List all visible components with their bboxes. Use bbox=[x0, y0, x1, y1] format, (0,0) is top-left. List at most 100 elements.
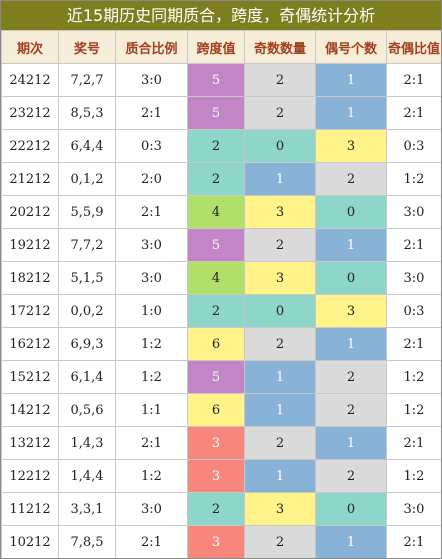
col-header-even-count: 偶号个数 bbox=[315, 30, 387, 64]
table-row: 17212 0,0,2 1:0 2 0 3 0:3 bbox=[1, 294, 441, 328]
odd-count-cell: 2 bbox=[244, 426, 316, 460]
table-row: 19212 7,7,2 3:0 5 2 1 2:1 bbox=[1, 228, 441, 262]
span-cell: 6 bbox=[187, 393, 245, 427]
number-cell: 7,7,2 bbox=[58, 228, 116, 262]
prime-ratio-cell: 2:1 bbox=[115, 195, 188, 229]
odd-even-ratio-cell: 1:2 bbox=[386, 459, 441, 493]
span-cell: 5 bbox=[187, 96, 245, 130]
period-cell: 16212 bbox=[1, 327, 59, 361]
number-cell: 0,1,2 bbox=[58, 162, 116, 196]
prime-ratio-cell: 3:0 bbox=[115, 492, 188, 526]
odd-even-ratio-cell: 2:1 bbox=[386, 63, 441, 97]
odd-even-ratio-cell: 2:1 bbox=[386, 525, 441, 558]
odd-count-cell: 0 bbox=[244, 294, 316, 328]
span-cell: 5 bbox=[187, 63, 245, 97]
table-row: 14212 0,5,6 1:1 6 1 2 1:2 bbox=[1, 393, 441, 427]
period-cell: 22212 bbox=[1, 129, 59, 163]
col-header-prime-ratio: 质合比例 bbox=[115, 30, 188, 64]
period-cell: 19212 bbox=[1, 228, 59, 262]
even-count-cell: 1 bbox=[315, 426, 387, 460]
odd-even-ratio-cell: 1:2 bbox=[386, 162, 441, 196]
table-row: 11212 3,3,1 3:0 2 3 0 3:0 bbox=[1, 492, 441, 526]
period-cell: 24212 bbox=[1, 63, 59, 97]
span-cell: 4 bbox=[187, 261, 245, 295]
odd-count-cell: 2 bbox=[244, 327, 316, 361]
odd-even-ratio-cell: 2:1 bbox=[386, 426, 441, 460]
table-row: 20212 5,5,9 2:1 4 3 0 3:0 bbox=[1, 195, 441, 229]
odd-count-cell: 2 bbox=[244, 96, 316, 130]
col-header-odd-count: 奇数数量 bbox=[244, 30, 316, 64]
span-cell: 5 bbox=[187, 228, 245, 262]
span-cell: 2 bbox=[187, 492, 245, 526]
col-header-span: 跨度值 bbox=[187, 30, 245, 64]
period-cell: 21212 bbox=[1, 162, 59, 196]
period-cell: 11212 bbox=[1, 492, 59, 526]
odd-even-ratio-cell: 1:2 bbox=[386, 360, 441, 394]
period-cell: 13212 bbox=[1, 426, 59, 460]
odd-count-cell: 1 bbox=[244, 162, 316, 196]
header-row: 期次 奖号 质合比例 跨度值 奇数数量 偶号个数 奇偶比值 bbox=[1, 30, 441, 64]
stats-table: 期次 奖号 质合比例 跨度值 奇数数量 偶号个数 奇偶比值 24212 7,2,7… bbox=[1, 30, 441, 558]
span-cell: 5 bbox=[187, 360, 245, 394]
span-cell: 3 bbox=[187, 426, 245, 460]
span-cell: 3 bbox=[187, 459, 245, 493]
number-cell: 6,1,4 bbox=[58, 360, 116, 394]
period-cell: 10212 bbox=[1, 525, 59, 558]
table-row: 22212 6,4,4 0:3 2 0 3 0:3 bbox=[1, 129, 441, 163]
number-cell: 0,5,6 bbox=[58, 393, 116, 427]
odd-even-ratio-cell: 0:3 bbox=[386, 129, 441, 163]
odd-count-cell: 2 bbox=[244, 228, 316, 262]
odd-count-cell: 3 bbox=[244, 261, 316, 295]
even-count-cell: 0 bbox=[315, 492, 387, 526]
table-row: 23212 8,5,3 2:1 5 2 1 2:1 bbox=[1, 96, 441, 130]
odd-even-ratio-cell: 1:2 bbox=[386, 393, 441, 427]
odd-count-cell: 2 bbox=[244, 63, 316, 97]
even-count-cell: 2 bbox=[315, 360, 387, 394]
table-row: 12212 1,4,4 1:2 3 1 2 1:2 bbox=[1, 459, 441, 493]
period-cell: 15212 bbox=[1, 360, 59, 394]
odd-count-cell: 0 bbox=[244, 129, 316, 163]
odd-count-cell: 1 bbox=[244, 393, 316, 427]
number-cell: 5,1,5 bbox=[58, 261, 116, 295]
span-cell: 2 bbox=[187, 294, 245, 328]
prime-ratio-cell: 1:0 bbox=[115, 294, 188, 328]
odd-count-cell: 3 bbox=[244, 195, 316, 229]
col-header-odd-even-ratio: 奇偶比值 bbox=[386, 30, 441, 64]
number-cell: 8,5,3 bbox=[58, 96, 116, 130]
span-cell: 6 bbox=[187, 327, 245, 361]
even-count-cell: 0 bbox=[315, 195, 387, 229]
odd-count-cell: 3 bbox=[244, 492, 316, 526]
period-cell: 23212 bbox=[1, 96, 59, 130]
even-count-cell: 1 bbox=[315, 96, 387, 130]
number-cell: 3,3,1 bbox=[58, 492, 116, 526]
number-cell: 5,5,9 bbox=[58, 195, 116, 229]
even-count-cell: 1 bbox=[315, 63, 387, 97]
prime-ratio-cell: 1:2 bbox=[115, 360, 188, 394]
period-cell: 17212 bbox=[1, 294, 59, 328]
odd-even-ratio-cell: 3:0 bbox=[386, 195, 441, 229]
span-cell: 3 bbox=[187, 525, 245, 558]
odd-count-cell: 1 bbox=[244, 360, 316, 394]
table-row: 24212 7,2,7 3:0 5 2 1 2:1 bbox=[1, 63, 441, 97]
number-cell: 0,0,2 bbox=[58, 294, 116, 328]
even-count-cell: 1 bbox=[315, 327, 387, 361]
number-cell: 6,9,3 bbox=[58, 327, 116, 361]
col-header-period: 期次 bbox=[1, 30, 59, 64]
even-count-cell: 2 bbox=[315, 393, 387, 427]
table-row: 10212 7,8,5 2:1 3 2 1 2:1 bbox=[1, 525, 441, 558]
table-row: 13212 1,4,3 2:1 3 2 1 2:1 bbox=[1, 426, 441, 460]
prime-ratio-cell: 1:2 bbox=[115, 459, 188, 493]
number-cell: 7,2,7 bbox=[58, 63, 116, 97]
prime-ratio-cell: 1:2 bbox=[115, 327, 188, 361]
prime-ratio-cell: 2:1 bbox=[115, 426, 188, 460]
prime-ratio-cell: 3:0 bbox=[115, 261, 188, 295]
even-count-cell: 2 bbox=[315, 459, 387, 493]
span-cell: 2 bbox=[187, 162, 245, 196]
prime-ratio-cell: 3:0 bbox=[115, 228, 188, 262]
odd-count-cell: 1 bbox=[244, 459, 316, 493]
even-count-cell: 2 bbox=[315, 162, 387, 196]
period-cell: 14212 bbox=[1, 393, 59, 427]
odd-even-ratio-cell: 2:1 bbox=[386, 327, 441, 361]
table-row: 16212 6,9,3 1:2 6 2 1 2:1 bbox=[1, 327, 441, 361]
